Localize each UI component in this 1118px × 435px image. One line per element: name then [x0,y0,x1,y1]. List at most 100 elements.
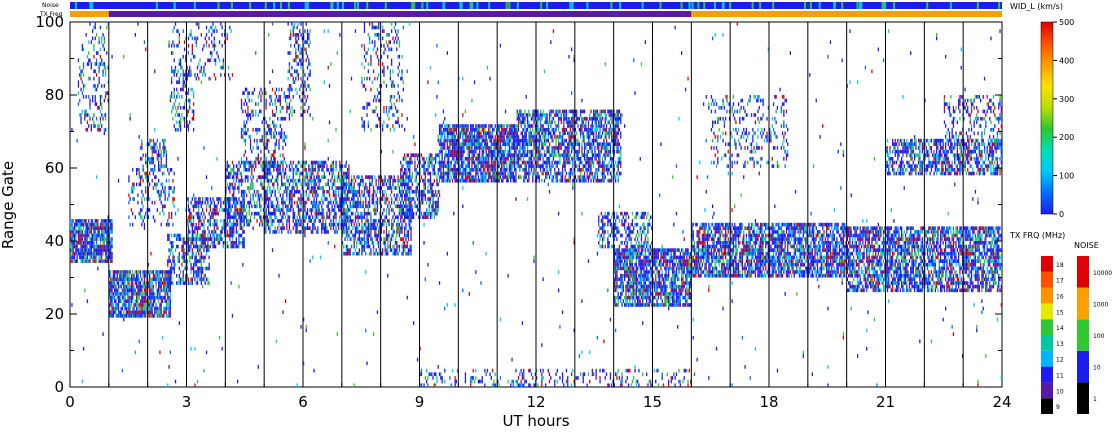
scatter-cell [340,164,342,168]
scatter-cell [85,127,87,132]
scatter-cell [438,142,441,147]
scatter-cell [176,43,178,48]
scatter-cell [107,259,109,263]
scatter-cell [86,241,89,245]
scatter-cell [299,160,301,165]
scatter-cell [358,237,360,241]
scatter-cell [182,116,184,121]
scatter-cell [458,146,460,150]
scatter-cell [150,314,152,318]
scatter-cell [347,175,349,179]
scatter-cell [147,197,149,201]
scatter-cell [222,65,224,70]
noise-speckle [772,2,775,9]
scatter-cell [322,189,324,194]
scatter-cell [145,171,147,176]
scatter-cell [132,284,134,289]
scatter-cell [195,251,197,256]
scatter-cell [303,43,305,48]
scatter-cell [369,244,371,249]
scatter-cell [93,25,95,30]
scatter-cell [446,142,448,147]
scatter-cell [374,40,376,44]
scatter-cell [111,295,113,300]
scatter-cell [402,87,404,92]
scatter-cell [313,200,315,205]
scatter-cell [362,84,364,88]
scatter-cell [398,124,401,128]
scatter-cell [227,73,230,77]
scatter-cell [451,142,454,147]
scatter-cell [379,211,381,216]
scatter-cell [193,237,195,241]
scatter-cell [196,277,199,282]
scatter-cell [354,248,357,252]
scatter-cell [195,36,197,41]
scatter-cell [322,175,324,179]
scatter-cell [185,259,187,263]
scatter-cell [343,244,345,249]
scatter-cell [343,204,345,209]
scatter-cell [191,241,193,245]
scatter-cell [146,160,148,165]
scatter-cell [305,98,307,103]
scatter-cell [296,33,298,37]
scatter-cell [286,204,288,209]
scatter-cell [146,277,148,282]
scatter-cell [273,230,275,234]
scatter-cell [454,135,456,139]
scatter-cell [94,69,96,74]
scatter-cell [371,178,373,183]
scatter-cell [155,273,157,278]
scatter-cell [207,244,209,249]
scatter-cell [152,292,155,296]
scatter-cell [151,178,153,183]
scatter-cell [106,226,108,231]
scatter-cell [128,277,130,282]
scatter-cell [300,230,302,234]
scatter-cell [292,25,294,30]
scatter-cell [308,33,310,37]
scatter-cell [360,193,362,198]
noise-speckle [729,2,732,9]
noise-speckle [721,2,724,9]
scatter-cell [189,281,191,285]
scatter-cell [264,91,266,95]
scatter-cell [334,175,336,179]
scatter-cell [81,80,83,85]
scatter-cell [384,197,386,201]
scatter-cell [218,197,221,201]
scatter-cell [101,219,103,223]
scatter-cell [378,91,380,95]
scatter-cell [290,208,292,212]
scatter-cell [226,33,228,37]
scatter-cell [247,222,249,227]
scatter-cell [256,131,258,136]
scatter-cell [455,142,457,147]
scatter-cell [156,277,158,282]
scatter-cell [125,277,127,282]
scatter-cell [216,197,218,201]
scatter-cell [142,178,144,183]
scatter-cell [369,182,371,187]
scatter-cell [356,241,358,245]
scatter-cell [134,288,136,293]
scatter-cell [330,197,332,201]
scatter-cell [205,43,208,48]
scatter-cell [177,259,179,263]
scatter-cell [178,273,180,278]
scatter-cell [84,233,86,238]
scatter-cell [256,146,258,150]
scatter-cell [265,175,267,179]
scatter-cell [375,237,377,241]
scatter-cell [242,219,244,223]
scatter-cell [195,244,197,249]
scatter-cell [240,222,243,227]
scatter-cell [173,73,175,77]
scatter-cell [419,153,421,158]
scatter-cell [323,226,325,231]
scatter-cell [460,175,463,179]
scatter-cell [436,193,438,198]
scatter-cell [208,211,210,216]
scatter-cell [256,138,258,143]
